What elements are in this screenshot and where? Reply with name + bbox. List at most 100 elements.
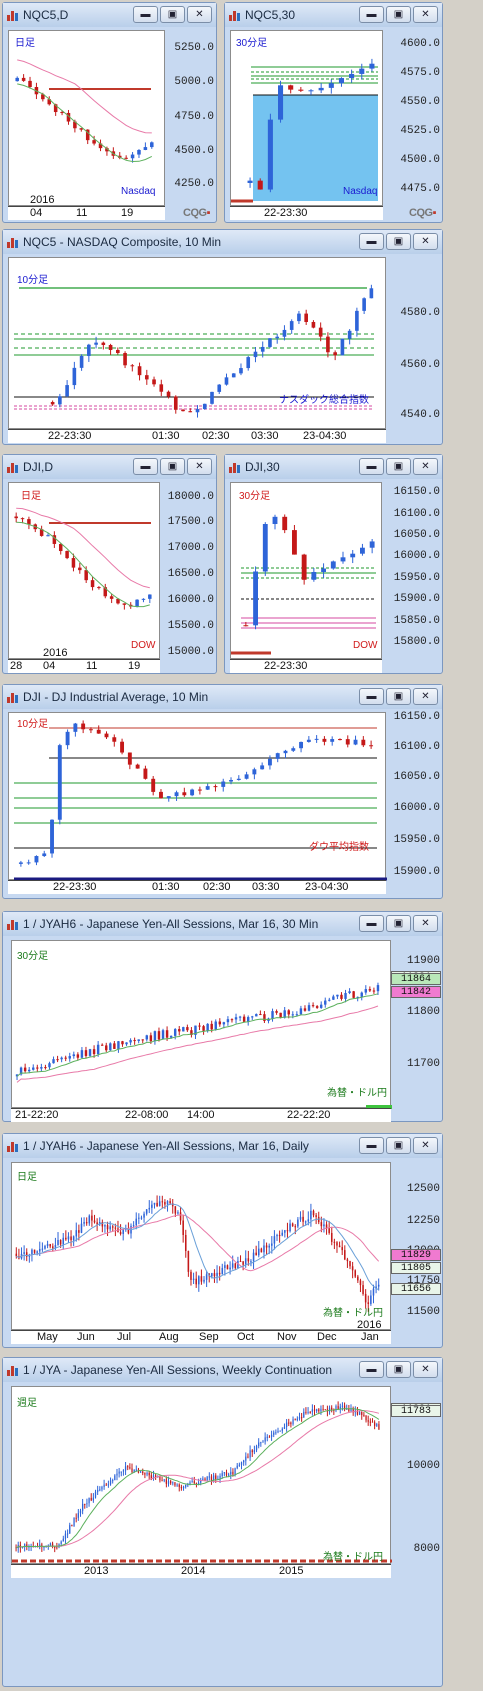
window-title: DJI,30	[245, 460, 280, 474]
chart-window-yen-weekly[interactable]: 1 / JYA - Japanese Yen-All Sessions, Wee…	[2, 1357, 443, 1687]
candle-body	[101, 342, 106, 345]
x-tick: 2014	[181, 1565, 206, 1577]
restore-button[interactable]: ▣	[386, 1361, 411, 1378]
chart-app-icon	[229, 462, 241, 473]
y-tick: 4575.0	[400, 67, 440, 79]
candle-body	[246, 357, 251, 369]
candle-body	[286, 1230, 289, 1232]
minimize-button[interactable]: ▬	[359, 1137, 384, 1154]
chart-window-yen-30min[interactable]: 1 / JYAH6 - Japanese Yen-All Sessions, M…	[2, 911, 443, 1122]
candle-body	[60, 1541, 62, 1544]
restore-button[interactable]: ▣	[386, 233, 411, 250]
close-button[interactable]: ✕	[413, 458, 438, 475]
candle-body	[224, 1265, 226, 1268]
chart-window-dow-daily[interactable]: DJI,D ▬ ▣ ✕ 日足 DOW 18000.0 17500.0 17000.0…	[2, 454, 217, 674]
candle-body	[281, 1232, 284, 1236]
y-axis: 16150.0 16100.0 16050.0 16000.0 15950.0 …	[382, 482, 444, 659]
chart-plot[interactable]	[11, 940, 392, 1109]
candle-body	[251, 1016, 254, 1018]
chart-plot[interactable]	[8, 30, 165, 206]
window-title: NQC5,D	[23, 8, 69, 22]
minimize-button[interactable]: ▬	[359, 688, 384, 705]
minimize-button[interactable]: ▬	[359, 458, 384, 475]
chart-plot[interactable]	[11, 1386, 392, 1564]
close-button[interactable]: ✕	[413, 6, 438, 23]
candle-body	[195, 1278, 197, 1285]
candle-body	[24, 1544, 26, 1547]
candle-body	[57, 745, 62, 820]
chart-window-nasdaq-composite-10min[interactable]: NQC5 - NASDAQ Composite, 10 Min ▬ ▣ ✕ 10分足…	[2, 229, 443, 445]
candle-body	[341, 1405, 344, 1407]
minimize-button[interactable]: ▬	[359, 6, 384, 23]
candle-body	[84, 570, 88, 581]
candle-body	[159, 384, 164, 392]
candle-body	[28, 1546, 30, 1548]
chart-window-nasdaq-30min[interactable]: NQC5,30 ▬ ▣ ✕ 30分足 Nasdaq 4600.0 4575.0 45…	[224, 2, 443, 223]
minimize-button[interactable]: ▬	[359, 233, 384, 250]
candle-body	[21, 1546, 24, 1548]
candle-body	[282, 329, 287, 337]
close-button[interactable]: ✕	[413, 233, 438, 250]
y-tick: 11900	[406, 955, 440, 967]
chart-window-dow-30min[interactable]: DJI,30 ▬ ▣ ✕ 30分足 DOW 16150.0 16100.0 1605…	[224, 454, 443, 674]
candle-body	[161, 1030, 165, 1040]
chart-plot[interactable]	[11, 1162, 391, 1330]
restore-button[interactable]: ▣	[386, 1137, 411, 1154]
close-button[interactable]: ✕	[413, 1361, 438, 1378]
period-label: 日足	[15, 38, 35, 49]
candle-body	[359, 1280, 362, 1286]
chart-window-yen-daily[interactable]: 1 / JYAH6 - Japanese Yen-All Sessions, M…	[2, 1133, 443, 1348]
candle-body	[159, 1476, 161, 1481]
close-button[interactable]: ✕	[413, 915, 438, 932]
period-label: 日足	[21, 491, 41, 502]
candle-body	[343, 1405, 346, 1410]
candle-body	[355, 310, 359, 331]
minimize-button[interactable]: ▬	[359, 915, 384, 932]
candle-body	[372, 990, 376, 992]
restore-button[interactable]: ▣	[160, 458, 185, 475]
candle-body	[324, 1000, 327, 1005]
close-button[interactable]: ✕	[413, 1137, 438, 1154]
y-tick: 16500.0	[167, 568, 214, 580]
minimize-button[interactable]: ▬	[133, 458, 158, 475]
chart-plot[interactable]	[230, 30, 383, 206]
candle-body	[187, 1250, 190, 1272]
candle-body	[303, 1008, 307, 1011]
candle-body	[376, 985, 380, 992]
minimize-button[interactable]: ▬	[133, 6, 158, 23]
close-button[interactable]: ✕	[187, 6, 212, 23]
chart-plot[interactable]	[8, 257, 386, 429]
candle-body	[325, 1224, 328, 1229]
restore-button[interactable]: ▣	[386, 458, 411, 475]
candle-body	[132, 1225, 135, 1227]
candle-body	[68, 1056, 71, 1059]
candle-body	[182, 1220, 184, 1235]
candle-body	[135, 764, 140, 769]
chart-window-dow-industrial-10min[interactable]: DJI - DJ Industrial Average, 10 Min ▬ ▣ ✕ …	[2, 684, 443, 899]
candle-body	[288, 85, 294, 90]
candle-body	[81, 723, 86, 730]
restore-button[interactable]: ▣	[386, 915, 411, 932]
candle-body	[71, 1525, 73, 1527]
candle-body	[247, 180, 253, 183]
chart-plot[interactable]	[8, 712, 387, 881]
candle-body	[290, 1422, 292, 1425]
chart-plot[interactable]	[8, 482, 160, 659]
candle-body	[141, 1039, 144, 1041]
minimize-button[interactable]: ▬	[359, 1361, 384, 1378]
y-tick: 11500	[406, 1306, 440, 1318]
chart-canvas	[14, 284, 374, 418]
candle-body	[212, 1475, 215, 1481]
candle-body	[222, 1022, 226, 1025]
candle-body	[346, 1259, 349, 1262]
chart-plot[interactable]	[230, 482, 382, 659]
close-button[interactable]: ✕	[187, 458, 212, 475]
restore-button[interactable]: ▣	[160, 6, 185, 23]
candle-body	[210, 391, 214, 404]
candle-body	[105, 1484, 107, 1486]
moving-average-line	[17, 59, 152, 134]
chart-window-nasdaq-daily[interactable]: NQC5,D ▬ ▣ ✕ 日足 Nasdaq 5250.0 5000.0 4750.…	[2, 2, 217, 223]
restore-button[interactable]: ▣	[386, 6, 411, 23]
close-button[interactable]: ✕	[413, 688, 438, 705]
restore-button[interactable]: ▣	[386, 688, 411, 705]
